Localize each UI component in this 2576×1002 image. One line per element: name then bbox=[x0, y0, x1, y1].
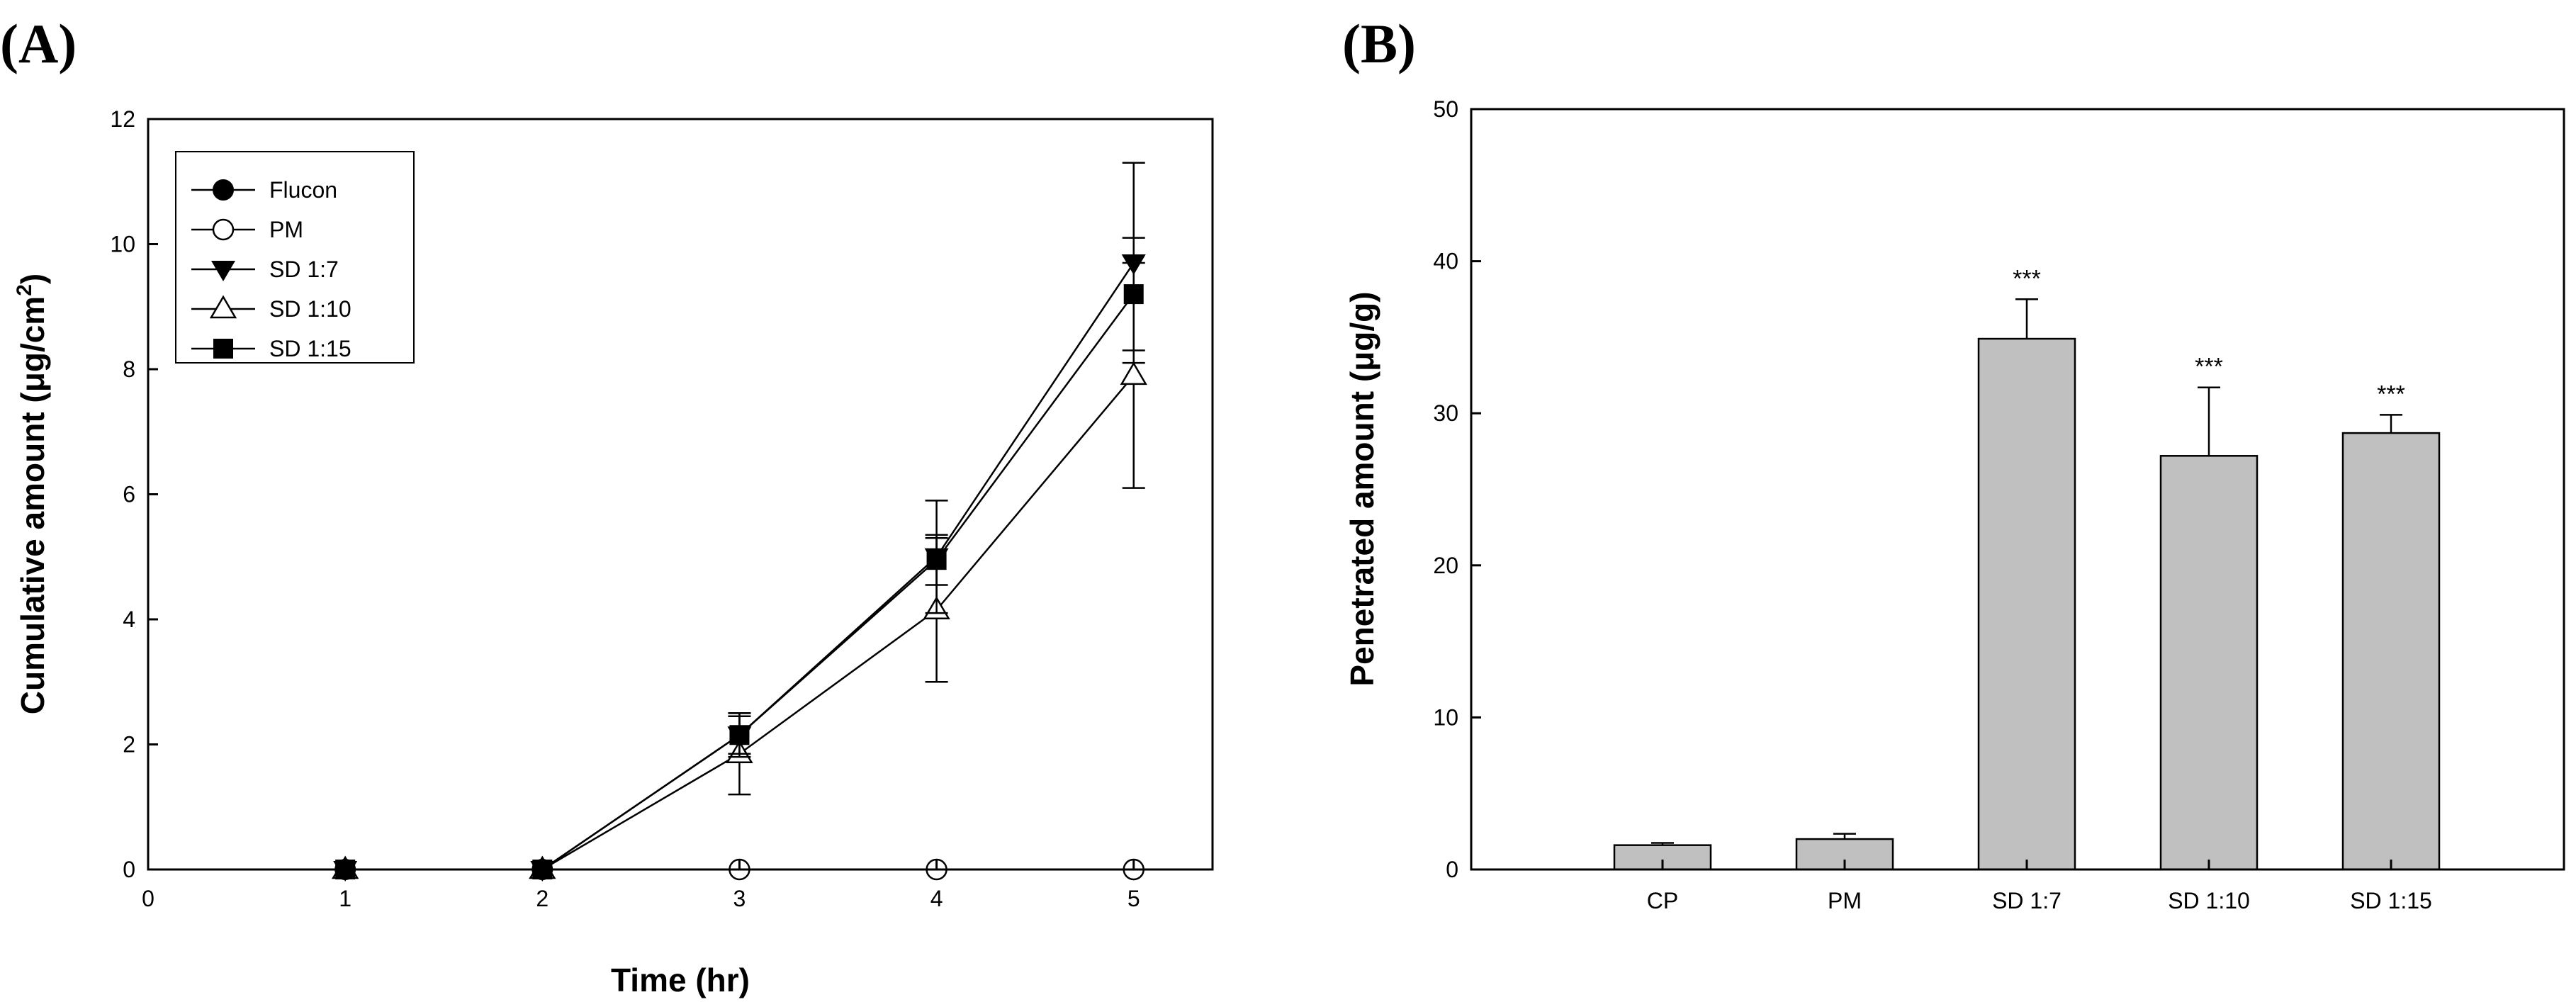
panel-b-x-tick-label: PM bbox=[1828, 888, 1862, 913]
panel-a-y-axis-title-sup: 2 bbox=[13, 284, 36, 296]
panel-a-y-axis-title: Cumulative amount (μg/cm2) bbox=[13, 274, 51, 714]
data-point bbox=[729, 725, 750, 745]
legend-label: SD 1:15 bbox=[269, 336, 351, 361]
panel-a-x-axis-title: Time (hr) bbox=[611, 962, 750, 998]
data-point bbox=[1123, 284, 1144, 305]
bar bbox=[2341, 432, 2441, 871]
legend-entry: SD 1:15 bbox=[191, 336, 351, 361]
panel-a-x-tick-label: 0 bbox=[142, 886, 154, 911]
legend-label: PM bbox=[269, 217, 303, 242]
series-line bbox=[345, 375, 1135, 871]
legend-entry: SD 1:7 bbox=[191, 257, 339, 282]
legend-marker bbox=[213, 339, 233, 359]
panel-b-bar-chart: (B) *** *** *** 0 10 20 30 40 50 CP PM SD 1:7 SD 1:… bbox=[1342, 13, 2565, 913]
legend-marker bbox=[211, 261, 235, 281]
panel-a-x-tick-label: 5 bbox=[1127, 886, 1140, 911]
bar-group bbox=[1613, 842, 1712, 871]
legend-marker bbox=[212, 218, 235, 241]
panel-a-x-tick-label: 4 bbox=[930, 886, 943, 911]
bar-group: *** bbox=[1977, 265, 2076, 871]
data-point bbox=[926, 550, 947, 570]
panel-b-x-tick-label: SD 1:15 bbox=[2350, 888, 2432, 913]
panel-b-y-tick-label: 0 bbox=[1446, 857, 1458, 882]
panel-a-y-tick-label: 4 bbox=[123, 607, 135, 632]
panel-b-label: (B) bbox=[1342, 13, 1416, 74]
legend-label: SD 1:10 bbox=[269, 296, 351, 322]
panel-a-x-tick-label: 1 bbox=[339, 886, 351, 911]
panel-b-y-tick-label: 50 bbox=[1433, 96, 1458, 122]
bar bbox=[1977, 337, 2076, 871]
legend-marker bbox=[209, 295, 237, 319]
panel-a-y-tick-label: 12 bbox=[110, 106, 135, 132]
legend-label: Flucon bbox=[269, 177, 337, 203]
legend-entry: PM bbox=[191, 217, 303, 242]
legend-entry: Flucon bbox=[191, 177, 337, 203]
panel-a-label: (A) bbox=[0, 13, 77, 74]
panel-a-y-tick-label: 0 bbox=[123, 857, 135, 882]
data-point bbox=[1120, 361, 1147, 385]
panel-a-y-tick-label: 8 bbox=[123, 356, 135, 382]
panel-a-y-axis-title-end: ) bbox=[14, 274, 51, 284]
legend-label: SD 1:7 bbox=[269, 257, 339, 282]
panel-a-legend: Flucon PM SD 1:7 SD 1:10 SD 1:15 bbox=[175, 151, 415, 364]
significance-annotation: *** bbox=[2377, 381, 2405, 407]
panel-b-y-tick-label: 40 bbox=[1433, 249, 1458, 274]
panel-b-y-tick-label: 10 bbox=[1433, 704, 1458, 730]
bar-group: *** bbox=[2341, 381, 2441, 871]
bar-group: *** bbox=[2159, 354, 2259, 871]
panel-b-x-tick-label: SD 1:7 bbox=[1992, 888, 2062, 913]
significance-annotation: *** bbox=[2013, 265, 2041, 292]
panel-a-y-tick-label: 6 bbox=[123, 482, 135, 507]
panel-a-x-tick-label: 3 bbox=[733, 886, 746, 911]
series-sd-1-10 bbox=[331, 261, 1147, 879]
panel-a-y-tick-label: 2 bbox=[123, 732, 135, 758]
panel-b-x-tick-label: CP bbox=[1647, 888, 1678, 913]
panel-a-x-tick-label: 2 bbox=[536, 886, 549, 911]
panel-b-plot-frame bbox=[1470, 108, 2565, 871]
legend-marker bbox=[213, 179, 234, 201]
panel-a-y-axis-title-main: Cumulative amount (μg/cm bbox=[14, 296, 51, 714]
panel-b-y-tick-label: 30 bbox=[1433, 400, 1458, 426]
legend-entry: SD 1:10 bbox=[191, 295, 351, 322]
panel-b-x-tick-label: SD 1:10 bbox=[2168, 888, 2250, 913]
significance-annotation: *** bbox=[2195, 354, 2223, 381]
bar bbox=[2159, 455, 2259, 871]
panel-a-y-tick-label: 10 bbox=[110, 232, 135, 257]
panel-b-y-axis-title: Penetrated amount (μg/g) bbox=[1344, 291, 1380, 686]
panel-b-y-tick-label: 20 bbox=[1433, 553, 1458, 578]
